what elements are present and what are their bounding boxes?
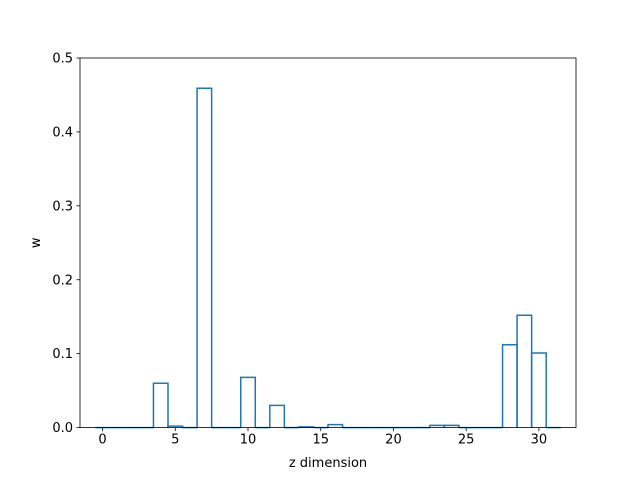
histogram-bar	[152, 382, 169, 428]
x-tick-label: 25	[458, 433, 475, 448]
y-tick-label: 0.1	[52, 347, 73, 362]
x-tick-label: 5	[171, 433, 179, 448]
x-tick-label: 20	[385, 433, 402, 448]
x-tick-label: 15	[312, 433, 329, 448]
y-tick-label: 0.5	[52, 52, 73, 67]
y-tick-label: 0.2	[52, 273, 73, 288]
x-tick-label: 0	[98, 433, 106, 448]
x-tick-label: 30	[531, 433, 548, 448]
histogram-bar	[239, 376, 257, 428]
x-axis-label: z dimension	[289, 456, 367, 471]
y-tick-label: 0.4	[52, 125, 73, 140]
histogram-bar	[269, 404, 286, 428]
y-axis-ticks: 0.0 0.1 0.2 0.3 0.4 0.5	[52, 52, 80, 436]
y-tick-label: 0.3	[52, 199, 73, 214]
histogram-bar	[167, 425, 184, 428]
y-tick-label: 0.0	[52, 421, 73, 436]
histogram-bar	[327, 423, 344, 428]
y-axis-label: w	[29, 237, 44, 248]
x-axis-ticks: 0 5 10 15 20 25 30	[98, 427, 548, 448]
histogram-bar	[196, 87, 213, 428]
plot-area-frame	[79, 57, 577, 429]
histogram-bar	[530, 352, 547, 428]
x-tick-label: 10	[240, 433, 257, 448]
histogram-bar	[443, 424, 460, 428]
